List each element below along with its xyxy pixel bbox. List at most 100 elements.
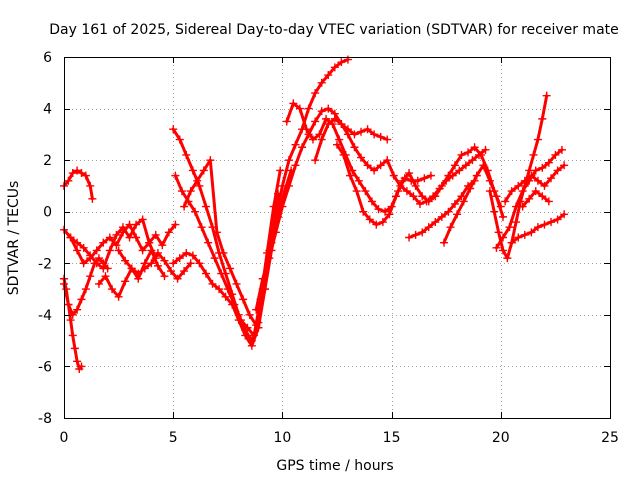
data-point	[424, 223, 433, 232]
data-point	[411, 181, 420, 190]
data-point	[459, 197, 468, 206]
x-tick-label: 15	[383, 430, 401, 446]
data-point	[197, 223, 206, 232]
chart-title: Day 161 of 2025, Sidereal Day-to-day VTE…	[49, 22, 619, 38]
data-point	[479, 161, 488, 170]
data-point	[284, 181, 293, 190]
data-point	[398, 176, 407, 185]
series-pass-7	[114, 246, 195, 283]
data-point	[114, 292, 123, 301]
data-point	[405, 233, 414, 242]
data-point	[77, 169, 86, 178]
data-point	[265, 254, 274, 263]
data-point	[437, 212, 446, 221]
data-point	[538, 192, 547, 201]
x-tick-label: 25	[601, 430, 619, 446]
data-point	[350, 143, 359, 152]
data-point	[269, 202, 278, 211]
series-pass-17	[440, 161, 507, 247]
data-point	[195, 259, 204, 268]
data-point	[77, 295, 86, 304]
data-point	[337, 120, 346, 129]
data-point	[289, 99, 298, 108]
data-point	[357, 153, 366, 162]
data-point	[492, 192, 501, 201]
data-point	[461, 161, 470, 170]
y-tick-label: 0	[43, 205, 52, 221]
data-point	[520, 230, 529, 239]
data-point	[385, 210, 394, 219]
data-point	[359, 207, 368, 216]
data-point	[361, 187, 370, 196]
data-point	[112, 230, 121, 239]
x-axis-label: GPS time / hours	[276, 458, 393, 474]
y-tick-label: 4	[43, 102, 52, 118]
data-point	[243, 323, 252, 332]
data-point	[298, 143, 307, 152]
data-point	[99, 238, 108, 247]
data-point	[201, 202, 210, 211]
data-point	[415, 199, 424, 208]
data-point	[258, 274, 267, 283]
data-point	[276, 166, 285, 175]
data-point	[134, 269, 143, 278]
data-point	[383, 135, 392, 144]
data-point	[531, 166, 540, 175]
data-point	[457, 150, 466, 159]
data-point	[180, 202, 189, 211]
data-point	[544, 197, 553, 206]
data-point	[252, 321, 261, 330]
data-point	[138, 215, 147, 224]
data-point	[527, 228, 536, 237]
data-point	[64, 300, 73, 309]
data-point	[81, 171, 90, 180]
y-tick-label: -8	[38, 411, 52, 427]
data-point	[317, 78, 326, 87]
data-point	[112, 241, 121, 250]
data-point	[527, 171, 536, 180]
data-point	[464, 148, 473, 157]
data-point	[175, 135, 184, 144]
data-point	[551, 150, 560, 159]
data-point	[68, 169, 77, 178]
data-point	[199, 166, 208, 175]
data-point	[317, 135, 326, 144]
data-point	[542, 91, 551, 100]
data-point	[330, 114, 339, 123]
data-point	[337, 58, 346, 67]
data-point	[466, 184, 475, 193]
series-trace	[62, 169, 94, 201]
data-point	[81, 285, 90, 294]
data-point	[153, 248, 162, 257]
data-point	[520, 176, 529, 185]
data-point	[223, 285, 232, 294]
data-point	[420, 174, 429, 183]
data-point	[376, 161, 385, 170]
series-trace	[488, 94, 549, 260]
data-point	[503, 254, 512, 263]
data-point	[311, 156, 320, 165]
data-point	[324, 71, 333, 80]
data-point	[437, 181, 446, 190]
data-point	[370, 166, 379, 175]
data-point	[346, 171, 355, 180]
data-point	[494, 228, 503, 237]
data-point	[291, 140, 300, 149]
data-point	[228, 300, 237, 309]
data-point	[225, 264, 234, 273]
data-point	[531, 187, 540, 196]
data-point	[553, 166, 562, 175]
data-point	[73, 238, 82, 247]
data-point	[182, 150, 191, 159]
data-point	[70, 344, 79, 353]
data-point	[335, 135, 344, 144]
data-point	[518, 202, 527, 211]
data-point	[147, 259, 156, 268]
data-point	[560, 161, 569, 170]
data-point	[160, 256, 169, 265]
data-point	[182, 248, 191, 257]
data-point	[490, 207, 499, 216]
data-point	[295, 104, 304, 113]
data-point	[206, 156, 215, 165]
data-point	[92, 259, 101, 268]
